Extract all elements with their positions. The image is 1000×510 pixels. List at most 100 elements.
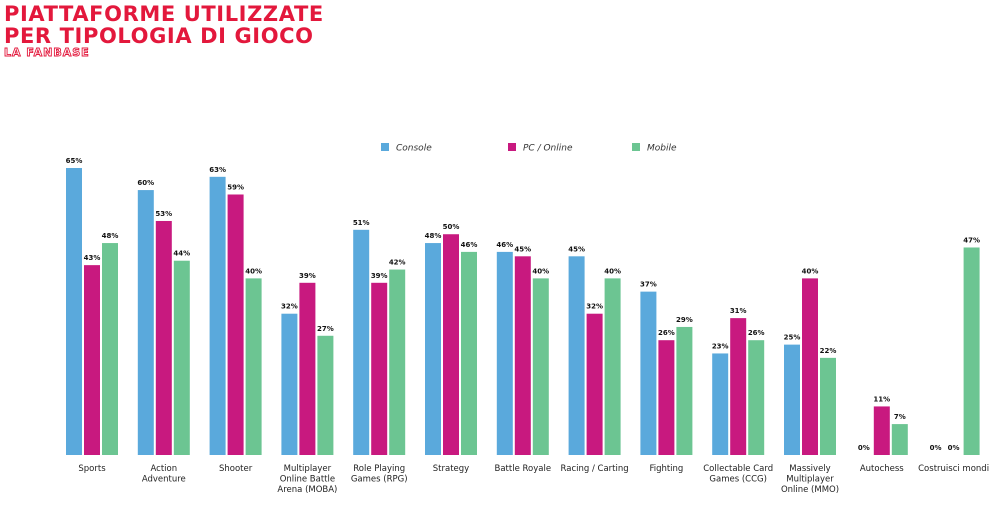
data-label: 26%: [658, 329, 675, 337]
category-label: Shooter: [219, 464, 253, 474]
bar-group: 51% 39%42% Role Playing Games (RPG): [351, 219, 408, 485]
data-label: 11%: [873, 395, 890, 403]
data-label: 40%: [532, 267, 549, 275]
bar: [676, 326, 693, 455]
category-label-line: Shooter: [219, 464, 253, 474]
category-label-line: Multiplayer: [284, 464, 332, 474]
bar: [281, 313, 298, 455]
bar: [496, 251, 513, 455]
category-label: Battle Royale: [495, 464, 552, 474]
data-label: 51%: [353, 219, 370, 227]
category-label: Multiplayer Online Battle Arena (MOBA): [277, 464, 337, 495]
bar-group: 0% 0% 47% Costruisci mondi: [918, 236, 989, 474]
category-label-line: Sports: [78, 464, 106, 474]
bar-group: 0% 11% 7% Autochess: [858, 395, 908, 474]
data-label: 0%: [948, 444, 960, 452]
data-label: 25%: [784, 334, 801, 342]
category-label-line: Strategy: [433, 464, 469, 474]
bar-group: 37% 26%29% Fighting: [640, 281, 693, 474]
data-label: 45%: [568, 245, 585, 253]
chart-legend: Console PC / Online Mobile: [381, 143, 677, 154]
bar: [137, 190, 154, 456]
category-label-line: Fighting: [649, 464, 683, 474]
legend-swatch: [632, 143, 640, 151]
bar: [586, 313, 603, 455]
chart-title: PIATTAFORME UTILIZZATE PER TIPOLOGIA DI …: [4, 3, 324, 47]
legend-item: Mobile: [632, 143, 677, 154]
category-label: Role Playing Games (RPG): [351, 464, 408, 485]
bar: [802, 278, 818, 455]
data-label: 40%: [802, 267, 819, 275]
bar-group: 60% 53% 44% Action Adventure: [137, 179, 190, 484]
category-label: Action Adventure: [142, 464, 186, 485]
data-label: 50%: [443, 223, 460, 231]
bar-group: 46%45% 40% Battle Royale: [495, 241, 552, 474]
bar: [389, 269, 406, 455]
data-label: 29%: [676, 316, 693, 324]
category-label-line: Games (CCG): [709, 475, 767, 485]
category-label-line: Role Playing: [353, 464, 405, 474]
bar: [245, 278, 262, 455]
category-label: Racing / Carting: [561, 464, 629, 474]
category-label-line: Racing / Carting: [561, 464, 629, 474]
data-label: 40%: [245, 267, 262, 275]
bar-group: 65% 43% 48% Sports: [66, 157, 119, 474]
category-label-line: Action: [150, 464, 177, 474]
legend-label: PC / Online: [523, 144, 573, 154]
data-label: 44%: [173, 250, 190, 258]
data-label: 0%: [930, 444, 942, 452]
data-label: 37%: [640, 281, 657, 289]
bar-group: 25% 40% 22% Massively Multiplayer Online (MMO…: [781, 267, 839, 495]
bar-group: 48%50% 46% Strategy: [425, 223, 478, 474]
data-label: 53%: [155, 210, 172, 218]
bar: [443, 234, 459, 455]
bar: [748, 340, 765, 455]
data-label: 39%: [299, 272, 316, 280]
legend-swatch: [508, 143, 516, 151]
category-label-line: Online (MMO): [781, 485, 839, 495]
data-label: 32%: [586, 303, 603, 311]
category-label: Fighting: [649, 464, 683, 474]
category-label-line: Costruisci mondi: [918, 464, 989, 474]
bar-group: 45% 32% 40% Racing / Carting: [561, 245, 629, 474]
category-label: Autochess: [860, 464, 904, 474]
data-label: 39%: [371, 272, 388, 280]
category-label: Collectable Card Games (CCG): [703, 464, 773, 485]
category-label-line: Autochess: [860, 464, 904, 474]
bar: [784, 344, 800, 455]
data-label: 48%: [102, 232, 119, 240]
category-label-line: Arena (MOBA): [277, 485, 337, 495]
bar: [227, 194, 244, 455]
data-label: 40%: [604, 267, 621, 275]
bar: [658, 340, 675, 455]
category-label-line: Massively: [789, 464, 830, 474]
legend-item: Console: [381, 143, 432, 154]
legend-label: Mobile: [647, 144, 677, 154]
bar-group: 32% 39% 27% Multiplayer Online Battle Arena (…: [277, 272, 337, 495]
bar: [891, 424, 908, 455]
chart-title-line-1: PIATTAFORME UTILIZZATE: [4, 2, 324, 26]
data-label: 7%: [894, 413, 906, 421]
category-label-line: Adventure: [142, 475, 186, 485]
chart-subtitle: LA FANBASE: [4, 46, 90, 60]
bar: [820, 357, 836, 455]
bar: [963, 247, 980, 455]
bar: [66, 168, 82, 455]
legend-swatch: [381, 143, 389, 151]
data-label: 63%: [209, 166, 226, 174]
category-label: Strategy: [433, 464, 469, 474]
bar: [299, 282, 316, 455]
data-label: 43%: [84, 254, 101, 262]
category-label-line: Collectable Card: [703, 464, 773, 474]
chart-title-line-2: PER TIPOLOGIA DI GIOCO: [4, 24, 314, 48]
bar: [425, 243, 441, 455]
bar: [317, 335, 334, 455]
data-label: 23%: [712, 342, 729, 350]
legend-label: Console: [396, 144, 432, 154]
bar: [532, 278, 549, 455]
data-label: 59%: [227, 183, 244, 191]
bar: [730, 318, 747, 455]
category-label-line: Games (RPG): [351, 475, 408, 485]
bar: [640, 291, 657, 455]
